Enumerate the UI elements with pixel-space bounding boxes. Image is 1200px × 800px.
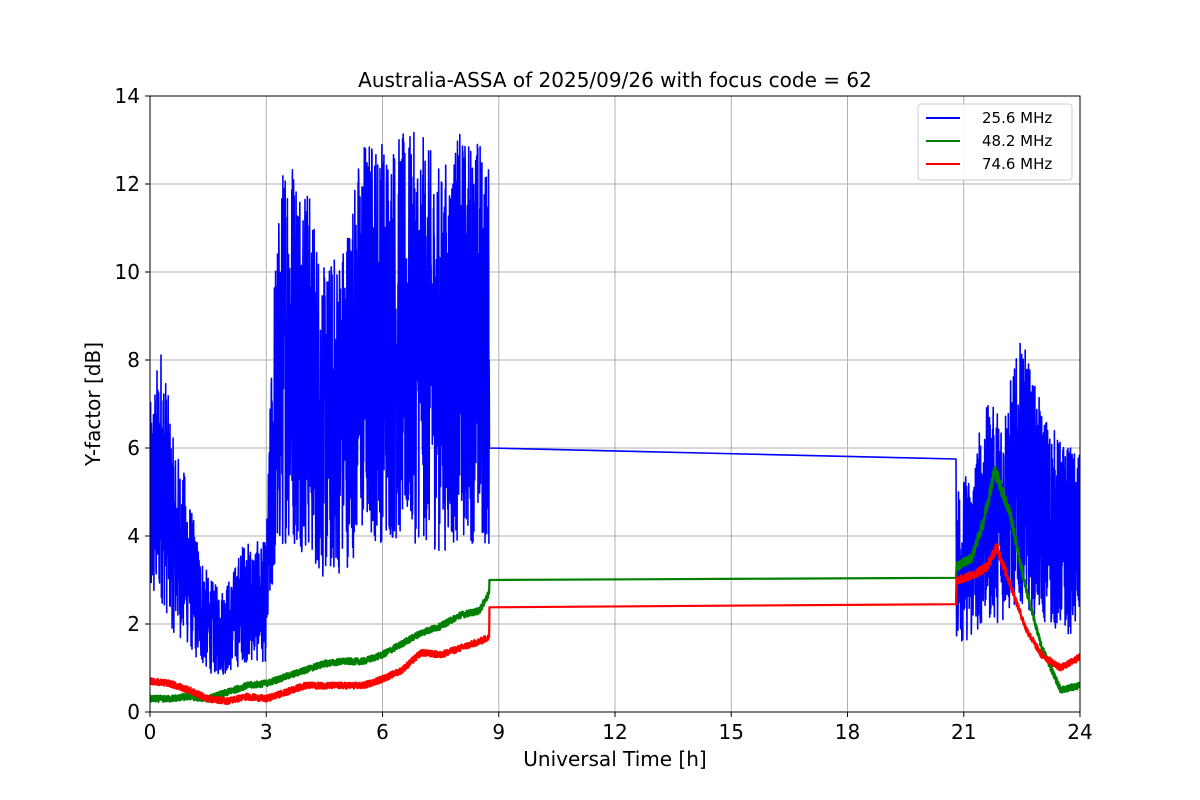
series-line-74-6-mhz	[150, 543, 1080, 706]
legend-label-48-2: 48.2 MHz	[982, 132, 1052, 150]
y-tick-label: 0	[127, 700, 140, 724]
x-tick-label: 6	[376, 720, 389, 744]
x-tick-label: 15	[719, 720, 744, 744]
legend-label-25-6: 25.6 MHz	[982, 109, 1052, 127]
x-tick-label: 3	[260, 720, 273, 744]
y-tick-label: 10	[115, 260, 140, 284]
y-tick-label: 12	[115, 172, 140, 196]
x-tick-label: 24	[1067, 720, 1092, 744]
y-tick-label: 4	[127, 524, 140, 548]
y-tick-label: 6	[127, 436, 140, 460]
legend-box	[917, 103, 1073, 181]
y-axis-label: Y-factor [dB]	[81, 342, 105, 467]
chart-title: Australia-ASSA of 2025/09/26 with focus …	[358, 68, 872, 92]
x-axis-label: Universal Time [h]	[523, 747, 706, 771]
legend: 25.6 MHz 48.2 MHz 74.6 MHz	[917, 103, 1073, 181]
y-tick-label: 14	[115, 84, 140, 108]
x-tick-label: 9	[492, 720, 505, 744]
y-tick-label: 2	[127, 612, 140, 636]
x-tick-label: 0	[144, 720, 157, 744]
y-tick-label: 8	[127, 348, 140, 372]
x-tick-label: 12	[602, 720, 627, 744]
legend-label-74-6: 74.6 MHz	[982, 155, 1052, 173]
x-tick-label: 21	[951, 720, 976, 744]
series-layer	[150, 131, 1080, 706]
x-tick-label: 18	[835, 720, 860, 744]
series-line-48-2-mhz	[150, 465, 1080, 703]
